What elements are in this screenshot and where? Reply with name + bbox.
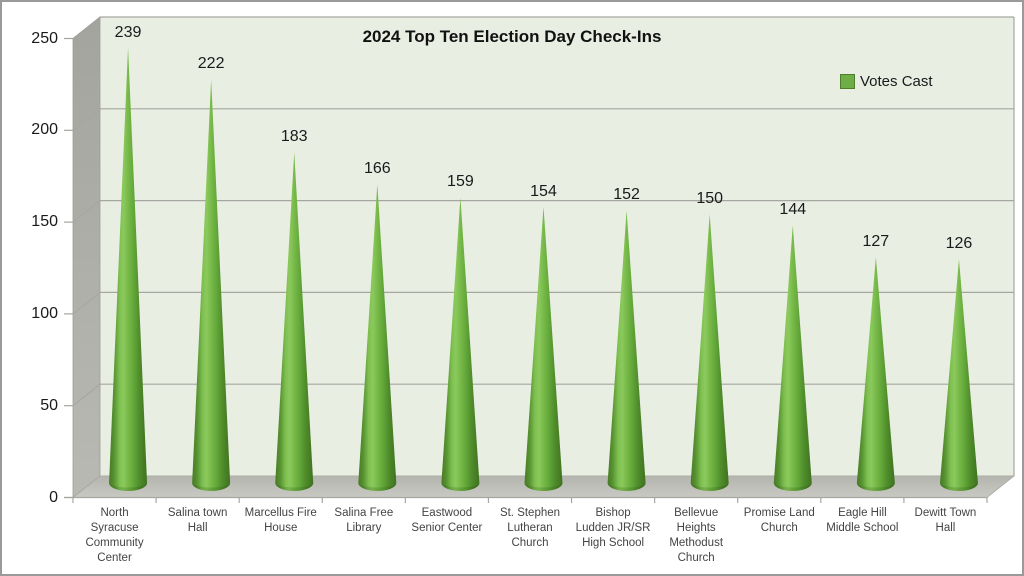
y-axis-label-150: 150 (31, 213, 58, 231)
cone-1 (109, 47, 148, 491)
chart-title: 2024 Top Ten Election Day Check-Ins (362, 27, 662, 46)
cone-7 (607, 210, 646, 491)
cone-2 (192, 79, 231, 491)
cone-9 (773, 225, 812, 491)
legend-swatch-icon (840, 74, 855, 89)
data-label-6: 154 (530, 182, 557, 200)
data-label-3: 183 (280, 128, 308, 146)
data-label-10: 127 (862, 233, 890, 251)
category-label-7: Bishop Ludden JR/SR High School (575, 507, 651, 549)
category-label-11: Dewitt Town Hall (914, 507, 977, 534)
y-axis-label-250: 250 (31, 29, 58, 47)
category-label-8: Bellevue Heights Methodust Church (669, 507, 724, 564)
data-label-1: 239 (114, 23, 142, 41)
data-label-4: 166 (363, 160, 391, 178)
y-axis-label-200: 200 (31, 121, 58, 139)
category-label-1: North Syracuse Community Center (85, 507, 144, 564)
data-label-11: 126 (945, 235, 973, 253)
category-label-4: Salina Free Library (334, 507, 394, 534)
y-axis-label-100: 100 (31, 304, 58, 322)
category-label-6: St. Stephen Lutheran Church (499, 507, 561, 549)
left-wall (72, 16, 101, 499)
category-label-3: Marcellus Fire House (244, 507, 317, 534)
category-label-10: Eagle Hill Middle School (826, 507, 899, 534)
cone-11 (939, 259, 978, 491)
cone-8 (690, 214, 729, 491)
category-label-9: Promise Land Church (743, 507, 815, 534)
legend: Votes Cast (840, 73, 933, 90)
cone-6 (524, 206, 563, 491)
y-axis-label-50: 50 (40, 396, 58, 414)
category-label-5: Eastwood Senior Center (411, 507, 483, 534)
plot-back-wall (100, 17, 1014, 476)
cone-10 (856, 257, 895, 491)
cone-4 (358, 184, 397, 492)
category-label-2: Salina town Hall (167, 507, 228, 534)
cone-3 (275, 152, 314, 491)
data-label-7: 152 (613, 186, 640, 204)
y-axis-label-0: 0 (49, 488, 58, 506)
data-label-8: 150 (696, 190, 724, 208)
data-label-9: 144 (779, 201, 807, 219)
legend-label: Votes Cast (860, 73, 933, 90)
data-label-5: 159 (447, 173, 474, 191)
data-label-2: 222 (197, 55, 225, 73)
cone-5 (441, 197, 480, 492)
